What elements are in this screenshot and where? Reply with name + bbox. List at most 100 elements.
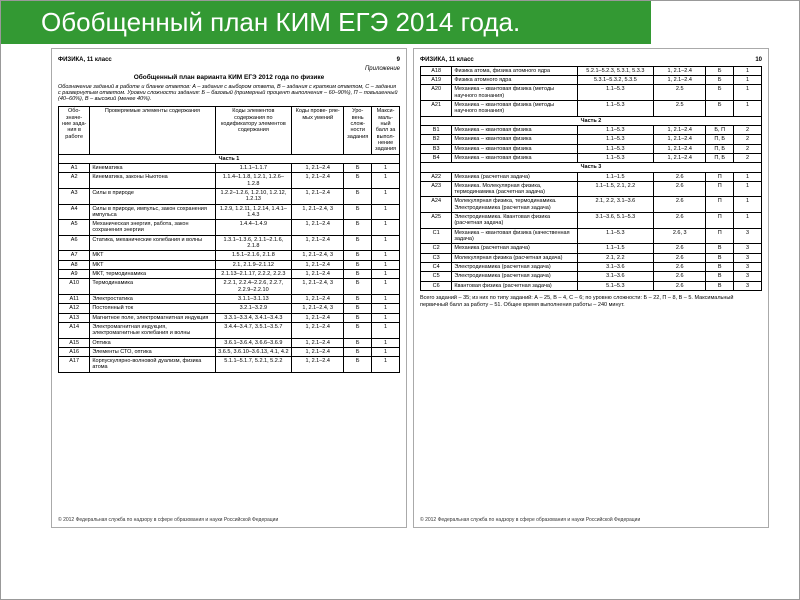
table-row: А20Механика – квантовая физика (методы н… <box>421 85 762 101</box>
cell-kod2: 2.6 <box>654 213 706 229</box>
cell-topic: МКТ <box>90 251 215 260</box>
cell-code: А21 <box>421 101 452 117</box>
cell-ball: 1 <box>734 181 762 197</box>
page-right: ФИЗИКА, 11 класс 10 А18Физика атома, физ… <box>413 48 769 528</box>
cell-topic: Кинематика <box>90 163 215 172</box>
footer-note: Всего заданий – 35; из них по типу задан… <box>420 295 762 308</box>
cell-ball: 1 <box>372 304 400 313</box>
table-row: А21Механика – квантовая физика (методы н… <box>421 101 762 117</box>
cell-kod1: 1.2.9, 1.2.11, 1.2.14, 1.4.1–1.4.3 <box>215 204 292 220</box>
cell-ball: 3 <box>734 253 762 262</box>
cell-lvl: Б <box>344 270 372 279</box>
cell-topic: Квантовая физика (расчетная задача) <box>452 281 577 290</box>
cell-code: А19 <box>421 76 452 85</box>
cell-kod2: 2.6, 3 <box>654 228 706 244</box>
cell-kod1: 2.1, 2.2 <box>577 253 654 262</box>
table-row: А11Электростатика3.1.1–3.1.131, 2.1–2.4Б… <box>59 294 400 303</box>
cell-code: А2 <box>59 173 90 189</box>
table-row: С4Электродинамика (расчетная задача)3.1–… <box>421 262 762 271</box>
table-row: А15Оптика3.6.1–3.6.4, 3.6.6–3.6.91, 2.1–… <box>59 338 400 347</box>
cell-kod2: 1, 2.1–2.4 <box>292 313 344 322</box>
cell-code: А16 <box>59 347 90 356</box>
table-row: А17Корпускулярно-волновой дуализм, физик… <box>59 357 400 373</box>
table-row: С1Механика – квантовая физика (качествен… <box>421 228 762 244</box>
cell-code: А25 <box>421 213 452 229</box>
section-label: Часть 3 <box>421 163 762 172</box>
cell-code: А4 <box>59 204 90 220</box>
table-row: А5Механическая энергия, работа, закон со… <box>59 220 400 236</box>
cell-ball: 2 <box>734 153 762 162</box>
cell-topic: Статика, механические колебания и волны <box>90 235 215 251</box>
table-row: С6Квантовая физика (расчетная задача)5.1… <box>421 281 762 290</box>
cell-kod2: 1, 2.1–2.4 <box>292 235 344 251</box>
section-label: Часть 2 <box>421 116 762 125</box>
page-left-header: ФИЗИКА, 11 класс 9 <box>58 57 400 64</box>
cell-kod2: 1, 2.1–2.4 <box>654 76 706 85</box>
cell-kod1: 3.6.5, 3.6.10–3.6.13, 4.1, 4.2 <box>215 347 292 356</box>
cell-ball: 1 <box>372 357 400 373</box>
cell-ball: 1 <box>372 163 400 172</box>
cell-lvl: П <box>706 213 734 229</box>
cell-topic: Физика атомного ядра <box>452 76 577 85</box>
table-row: В4Механика – квантовая физика1.1–5.31, 2… <box>421 153 762 162</box>
cell-kod2: 1, 2.1–2.4 <box>292 188 344 204</box>
cell-topic: Силы в природе, импульс, закон сохранени… <box>90 204 215 220</box>
cell-lvl: Б <box>344 163 372 172</box>
cell-kod1: 5.2.1–5.2.3, 5.3.1, 5.3.3 <box>577 66 654 75</box>
col-ball: Макси- маль- ный балл за выпол- нение за… <box>372 107 400 154</box>
slide-title: Обобщенный план КИМ ЕГЭ 2014 года. <box>41 7 651 38</box>
cell-kod1: 1.3.1–1.3.6, 2.1.1–2.1.6, 2.1.8 <box>215 235 292 251</box>
cell-topic: Силы в природе <box>90 188 215 204</box>
cell-kod1: 1.1–5.3 <box>577 135 654 144</box>
cell-topic: Электродинамика. Квантовая физика (расче… <box>452 213 577 229</box>
cell-code: А5 <box>59 220 90 236</box>
cell-lvl: Б <box>344 260 372 269</box>
cell-code: А6 <box>59 235 90 251</box>
cell-code: В4 <box>421 153 452 162</box>
cell-kod1: 1.1.4–1.1.8, 1.2.1, 1.2.6–1.2.8 <box>215 173 292 189</box>
cell-topic: Механика. Молекулярная физика, термодина… <box>452 181 577 197</box>
table-row: С3Молекулярная физика (расчетная задача)… <box>421 253 762 262</box>
cell-topic: Механика (расчетная задача) <box>452 244 577 253</box>
section-label: Часть 1 <box>59 154 400 163</box>
cell-code: С2 <box>421 244 452 253</box>
cell-code: В3 <box>421 144 452 153</box>
cell-lvl: П, Б <box>706 135 734 144</box>
cell-kod2: 1, 2.1–2.4 <box>292 163 344 172</box>
cell-code: А22 <box>421 172 452 181</box>
cell-lvl: В <box>706 253 734 262</box>
cell-ball: 3 <box>734 244 762 253</box>
cell-topic: Термодинамика <box>90 279 215 295</box>
cell-kod2: 1, 2.1–2.4 <box>292 173 344 189</box>
cell-kod2: 1, 2.1–2.4 <box>654 144 706 153</box>
table-row: В3Механика – квантовая физика1.1–5.31, 2… <box>421 144 762 153</box>
cell-kod2: 1, 2.1–2.4 <box>292 270 344 279</box>
cell-topic: Оптика <box>90 338 215 347</box>
cell-kod1: 1.1–5.3 <box>577 101 654 117</box>
cell-lvl: Б <box>706 85 734 101</box>
cell-code: А14 <box>59 322 90 338</box>
cell-ball: 1 <box>372 220 400 236</box>
cell-kod1: 2.1, 2.1.9–2.1.12 <box>215 260 292 269</box>
cell-lvl: Б <box>344 338 372 347</box>
pages-container: ФИЗИКА, 11 класс 9 Приложение Обобщенный… <box>1 44 799 528</box>
table-row: А8МКТ2.1, 2.1.9–2.1.121, 2.1–2.4Б1 <box>59 260 400 269</box>
cell-ball: 1 <box>734 66 762 75</box>
cell-code: В1 <box>421 125 452 134</box>
cell-kod1: 1.1–5.3 <box>577 228 654 244</box>
cell-lvl: П <box>706 197 734 213</box>
table-right: А18Физика атома, физика атомного ядра5.2… <box>420 66 762 291</box>
table-row: А1Кинематика1.1.1–1.1.71, 2.1–2.4Б1 <box>59 163 400 172</box>
section-row: Часть 1 <box>59 154 400 163</box>
table-row: В1Механика – квантовая физика1.1–5.31, 2… <box>421 125 762 134</box>
cell-topic: Механика – квантовая физика (методы науч… <box>452 101 577 117</box>
table-row: А22Механика (расчетная задача)1.1–1.52.6… <box>421 172 762 181</box>
cell-ball: 1 <box>372 188 400 204</box>
section-row: Часть 3 <box>421 163 762 172</box>
cell-code: А1 <box>59 163 90 172</box>
cell-ball: 1 <box>734 85 762 101</box>
cell-lvl: Б <box>344 304 372 313</box>
cell-lvl: Б <box>706 66 734 75</box>
cell-kod2: 2.5 <box>654 101 706 117</box>
cell-kod1: 1.5.1–2.1.6, 2.1.8 <box>215 251 292 260</box>
